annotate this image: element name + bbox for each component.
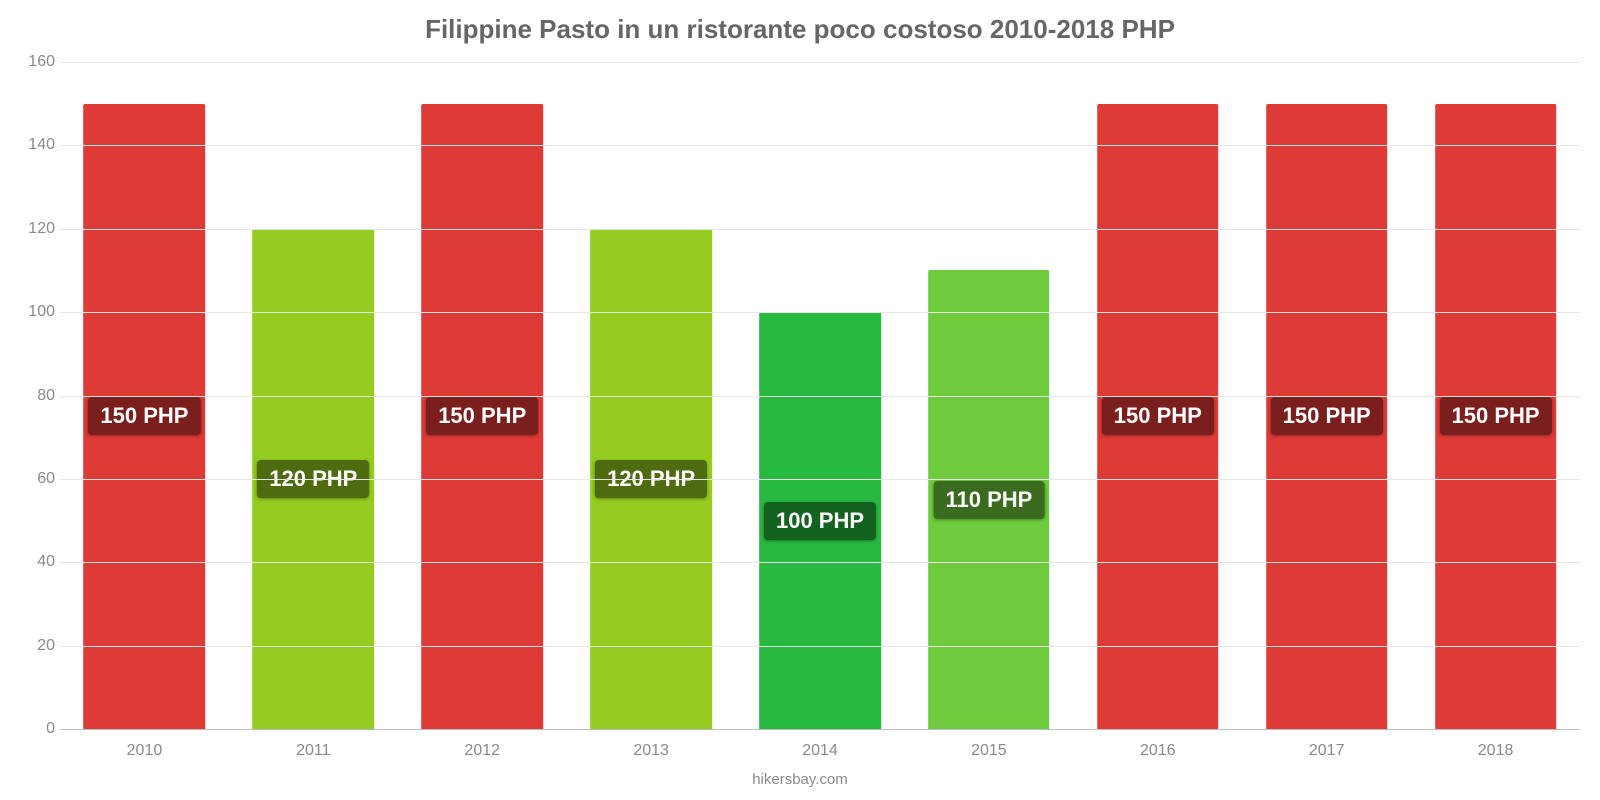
y-tick-label: 160 <box>15 53 55 71</box>
bar-value-label: 150 PHP <box>1440 397 1552 435</box>
gridline <box>60 312 1580 313</box>
bar-value-label: 100 PHP <box>764 502 876 540</box>
bar-value-label: 150 PHP <box>1271 397 1383 435</box>
gridline <box>60 145 1580 146</box>
y-tick-label: 60 <box>15 470 55 488</box>
bar-value-label: 150 PHP <box>426 397 538 435</box>
bar-value-label: 150 PHP <box>1102 397 1214 435</box>
x-tick-label: 2011 <box>229 742 398 760</box>
y-tick-label: 100 <box>15 303 55 321</box>
y-tick-label: 0 <box>15 720 55 738</box>
x-axis: 201020112012201320142015201620172018 <box>60 742 1580 760</box>
chart-title: Filippine Pasto in un ristorante poco co… <box>0 0 1600 45</box>
x-tick-label: 2013 <box>567 742 736 760</box>
x-tick-label: 2017 <box>1242 742 1411 760</box>
bar-value-label: 150 PHP <box>88 397 200 435</box>
x-tick-label: 2015 <box>904 742 1073 760</box>
credit-text: hikersbay.com <box>0 771 1600 788</box>
y-tick-label: 80 <box>15 387 55 405</box>
y-tick-label: 40 <box>15 553 55 571</box>
y-tick-label: 20 <box>15 637 55 655</box>
bar-chart: Filippine Pasto in un ristorante poco co… <box>0 0 1600 800</box>
gridline <box>60 562 1580 563</box>
x-tick-label: 2016 <box>1073 742 1242 760</box>
y-tick-label: 120 <box>15 220 55 238</box>
bar-value-label: 110 PHP <box>933 481 1044 519</box>
plot-area: 150 PHP120 PHP150 PHP120 PHP100 PHP110 P… <box>60 62 1580 730</box>
gridline <box>60 646 1580 647</box>
gridline <box>60 396 1580 397</box>
x-tick-label: 2018 <box>1411 742 1580 760</box>
x-tick-label: 2014 <box>736 742 905 760</box>
x-tick-label: 2012 <box>398 742 567 760</box>
x-tick-label: 2010 <box>60 742 229 760</box>
gridline <box>60 229 1580 230</box>
gridline <box>60 62 1580 63</box>
gridline <box>60 479 1580 480</box>
y-tick-label: 140 <box>15 136 55 154</box>
